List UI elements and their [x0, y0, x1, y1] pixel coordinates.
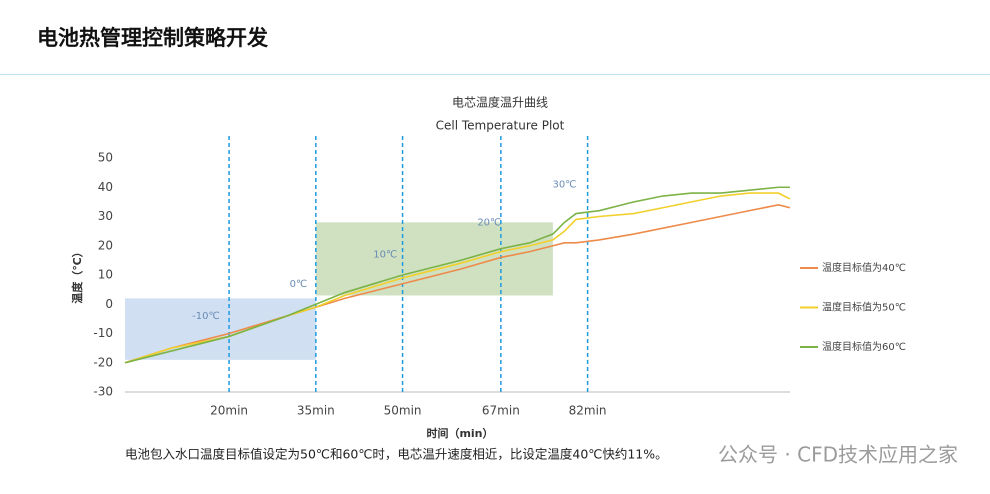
annotation: 20℃ [477, 217, 501, 228]
annotation: 10℃ [373, 250, 397, 261]
x-tick-label: 67min [482, 404, 520, 418]
y-tick-label: 20 [98, 238, 113, 252]
legend-label: 温度目标值为50℃ [822, 301, 906, 314]
x-axis-label: 时间（min） [426, 426, 493, 440]
legend-label: 温度目标值为40℃ [822, 261, 906, 274]
y-tick-label: -10 [93, 326, 113, 340]
chart-title: 电芯温度温升曲线 [452, 95, 548, 110]
x-tick-label: 20min [210, 404, 248, 418]
slide-title: 电池热管理控制策略开发 [37, 26, 268, 50]
series-line [124, 192, 791, 364]
divider [0, 74, 990, 75]
y-tick-label: 10 [98, 268, 113, 282]
legend-label: 温度目标值为60℃ [822, 340, 906, 353]
y-tick-label: -30 [93, 385, 113, 399]
x-tick-label: 50min [384, 404, 422, 418]
series-line [124, 186, 790, 364]
annotation: 30℃ [552, 179, 576, 190]
watermark: 公众号 · CFD技术应用之家 [718, 443, 958, 467]
y-axis-label: 温度（℃） [70, 246, 84, 303]
y-tick-label: 40 [98, 180, 113, 194]
chart-subtitle: Cell Temperature Plot [436, 119, 565, 133]
annotation: 0℃ [290, 279, 308, 290]
y-tick-label: -20 [93, 355, 113, 369]
caption: 电池包入水口温度目标值设定为50℃和60℃时，电芯温升速度相近，比设定温度40℃… [125, 447, 668, 462]
y-tick-label: 30 [98, 209, 113, 223]
x-tick-label: 35min [297, 404, 335, 418]
shaded-region [125, 298, 316, 360]
annotation: -10℃ [192, 311, 220, 322]
x-tick-label: 82min [569, 404, 607, 418]
y-tick-label: 0 [105, 297, 113, 311]
y-tick-label: 50 [98, 151, 113, 165]
shaded-region [315, 222, 553, 296]
